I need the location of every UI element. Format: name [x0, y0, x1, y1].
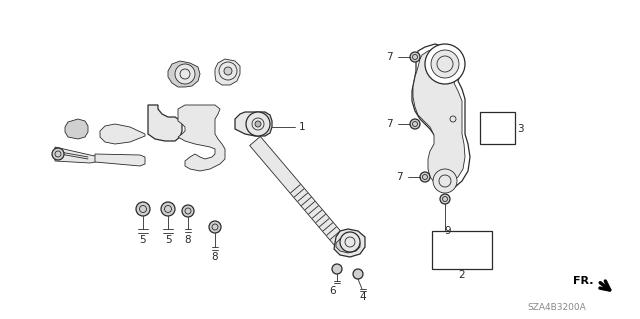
Polygon shape [55, 147, 100, 163]
Circle shape [246, 112, 270, 136]
Text: SZA4B3200A: SZA4B3200A [527, 303, 586, 312]
Text: 6: 6 [330, 286, 336, 296]
Polygon shape [148, 105, 182, 141]
Polygon shape [100, 124, 145, 144]
Polygon shape [250, 137, 350, 251]
Text: 7: 7 [387, 52, 393, 62]
Bar [432, 231, 492, 269]
Circle shape [440, 194, 450, 204]
Text: 5: 5 [164, 235, 172, 245]
Circle shape [332, 264, 342, 274]
Polygon shape [412, 44, 470, 189]
Circle shape [433, 169, 457, 193]
Circle shape [209, 221, 221, 233]
Text: FR.: FR. [573, 276, 593, 286]
Text: 2: 2 [459, 270, 465, 280]
Circle shape [182, 205, 194, 217]
Circle shape [340, 232, 360, 252]
Text: 8: 8 [185, 235, 191, 245]
Circle shape [410, 119, 420, 129]
Text: 5: 5 [140, 235, 147, 245]
Text: 3: 3 [516, 124, 524, 134]
Polygon shape [334, 229, 365, 257]
Polygon shape [336, 237, 360, 253]
Bar [480, 112, 515, 144]
Text: 7: 7 [396, 172, 403, 182]
Text: 1: 1 [299, 122, 305, 132]
Circle shape [175, 64, 195, 84]
Text: 7: 7 [387, 119, 393, 129]
Polygon shape [215, 59, 240, 85]
Circle shape [161, 202, 175, 216]
Text: 9: 9 [445, 226, 451, 236]
Circle shape [353, 269, 363, 279]
Circle shape [420, 172, 430, 182]
Polygon shape [65, 119, 88, 139]
Circle shape [136, 202, 150, 216]
Circle shape [224, 67, 232, 75]
Polygon shape [235, 112, 272, 136]
Polygon shape [168, 61, 200, 87]
Polygon shape [413, 48, 465, 185]
Circle shape [255, 121, 261, 127]
Text: 8: 8 [212, 252, 218, 262]
Text: 4: 4 [360, 292, 366, 302]
Circle shape [425, 44, 465, 84]
Circle shape [52, 148, 64, 160]
Circle shape [431, 50, 459, 78]
Polygon shape [178, 105, 225, 171]
Polygon shape [95, 154, 145, 166]
Circle shape [410, 52, 420, 62]
